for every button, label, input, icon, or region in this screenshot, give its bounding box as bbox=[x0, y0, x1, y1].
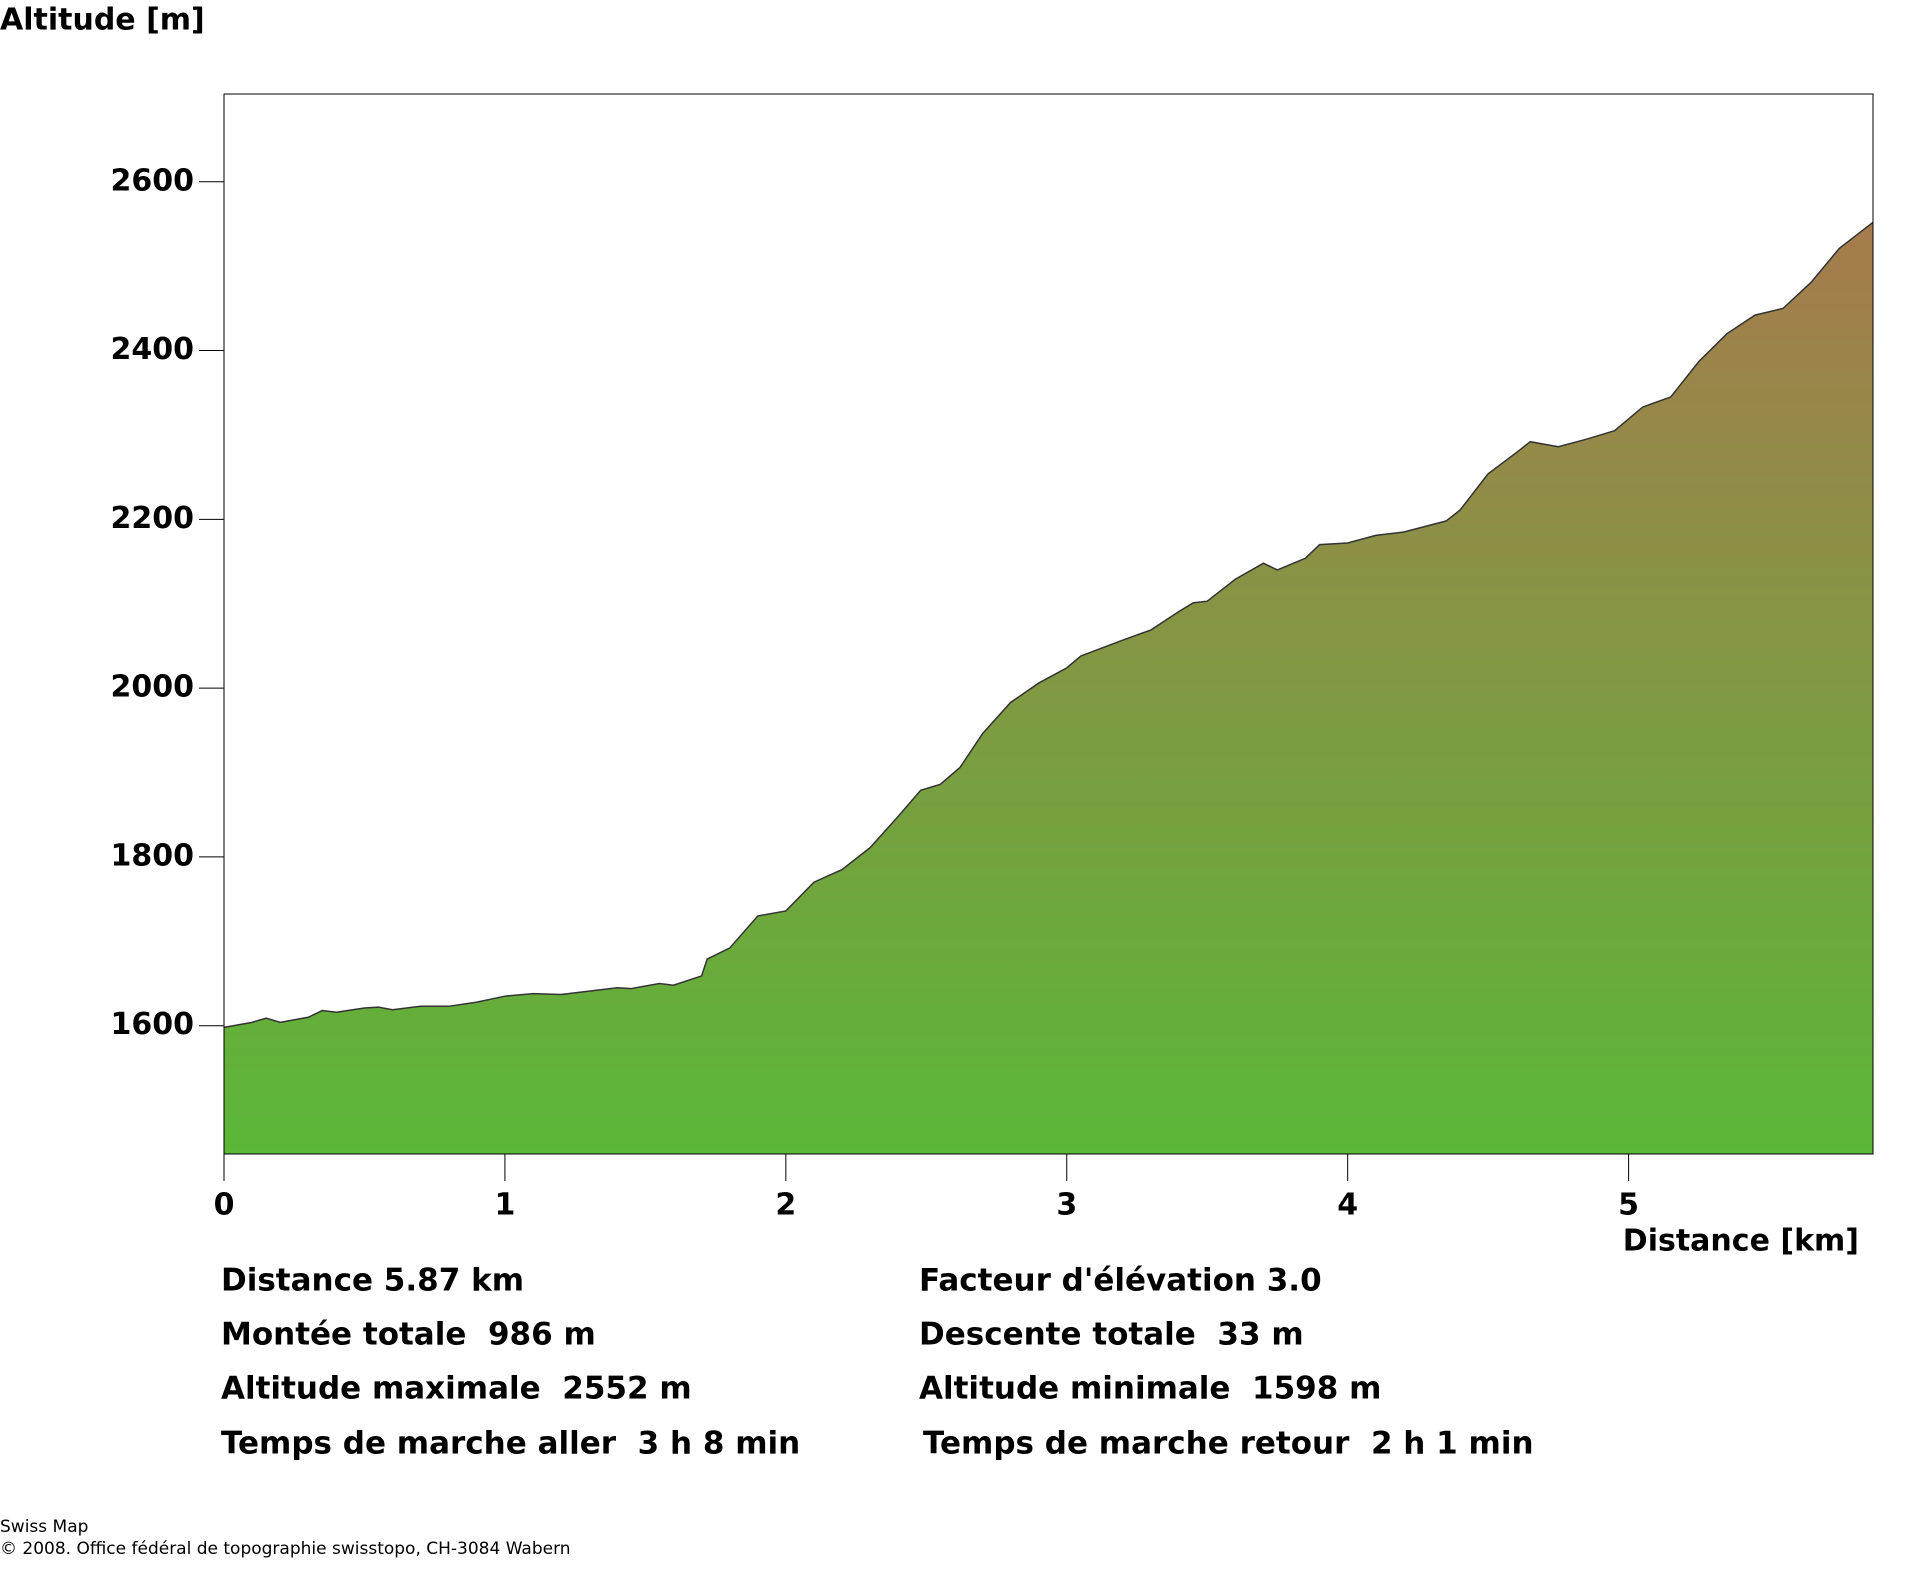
stat-text: Descente totale 33 m bbox=[919, 1317, 1304, 1353]
y-tick-label: 2600 bbox=[111, 163, 195, 198]
stat-text: Facteur d'élévation 3.0 bbox=[919, 1263, 1322, 1299]
stat-text: Distance 5.87 km bbox=[221, 1263, 524, 1299]
x-axis-label: Distance [km] bbox=[1623, 1224, 1859, 1259]
plot-frame bbox=[223, 93, 1874, 1155]
profile-line bbox=[223, 221, 1874, 1029]
footer-text: Swiss Map bbox=[0, 1517, 88, 1537]
y-tick-label: 2000 bbox=[111, 670, 195, 705]
stat-text: Altitude maximale 2552 m bbox=[221, 1371, 692, 1407]
stat-text: Temps de marche retour 2 h 1 min bbox=[923, 1426, 1534, 1462]
y-tick-label: 1600 bbox=[111, 1007, 195, 1042]
y-axis-label: Altitude [m] bbox=[0, 3, 205, 38]
y-tick-label: 2400 bbox=[111, 332, 195, 367]
stat-text: Montée totale 986 m bbox=[221, 1317, 596, 1353]
x-tick-label: 2 bbox=[775, 1188, 796, 1223]
x-tick-label: 0 bbox=[214, 1188, 235, 1223]
y-tick-label: 1800 bbox=[111, 838, 195, 873]
footer-text: © 2008. Office fédéral de topographie sw… bbox=[0, 1539, 571, 1559]
x-tick-label: 4 bbox=[1337, 1188, 1358, 1223]
x-tick-label: 3 bbox=[1056, 1188, 1077, 1223]
stat-text: Temps de marche aller 3 h 8 min bbox=[221, 1426, 800, 1462]
area bbox=[224, 222, 1873, 1154]
stat-text: Altitude minimale 1598 m bbox=[919, 1371, 1381, 1407]
y-tick-label: 2200 bbox=[111, 501, 195, 536]
x-tick-label: 1 bbox=[494, 1188, 515, 1223]
x-tick-label: 5 bbox=[1618, 1188, 1639, 1223]
